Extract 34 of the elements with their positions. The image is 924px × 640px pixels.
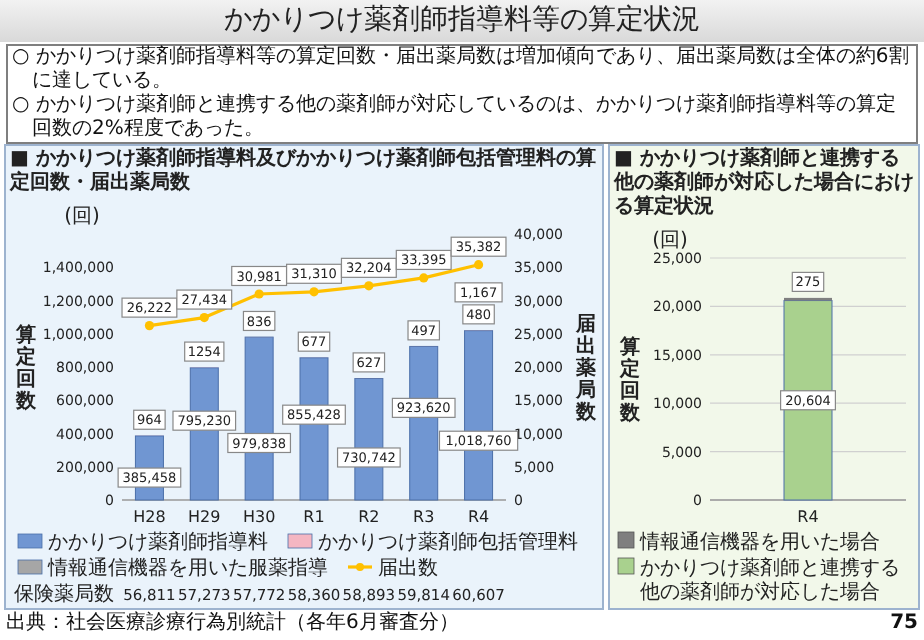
text: (回) — [64, 206, 100, 228]
x-tick-label: H29 — [188, 508, 221, 526]
text: ○ かかりつけ薬剤師と連携する他の薬剤師が対応しているのは、かかりつけ薬剤師指導料等の算定回数の2%程度であった。 — [12, 94, 898, 142]
legend-label: 情報通信機器を用いた服薬指導 — [46, 556, 328, 580]
point — [199, 312, 209, 323]
x-tick-label: H28 — [133, 508, 166, 526]
x-tick-label: R4 — [797, 508, 819, 526]
x-tick-label: R2 — [358, 508, 380, 526]
chart-title: ■ かかりつけ薬剤師と連携する他の薬剤師が対応した場合における算定状況 — [614, 148, 914, 220]
text: 保険薬局数 — [14, 582, 114, 606]
legend-label: 届出数 — [378, 556, 438, 580]
x-tick-label: R1 — [303, 508, 325, 526]
legend-label: かかりつけ薬剤師包括管理料 — [318, 530, 578, 554]
x-tick-label: R3 — [413, 508, 435, 526]
y2-axis-title: 届出薬局数 — [574, 312, 598, 424]
text: かかりつけ薬剤師指導料等の算定状況 — [0, 0, 924, 42]
legend-label: かかりつけ薬剤師と連携する他の薬剤師が対応した場合 — [640, 556, 900, 604]
source-note: 出典：社会医療診療行為別統計（各年6月審査分） — [6, 610, 459, 636]
chart-title: ■ かかりつけ薬剤師指導料及びかかりつけ薬剤師包括管理料の算定回数・届出薬局数 — [10, 148, 598, 196]
point — [419, 273, 429, 283]
point — [364, 281, 374, 291]
x-tick-label: R4 — [467, 508, 490, 526]
text: 75 — [890, 610, 918, 636]
point — [309, 287, 319, 297]
point — [254, 289, 264, 299]
text: ○ かかりつけ薬剤師指導料等の算定回数・届出薬局数は増加傾向であり、届出薬局数は全体の約6割に達している。 — [12, 46, 911, 93]
point — [473, 260, 484, 270]
y-axis-title: 算定回数 — [618, 335, 642, 425]
x-tick-label: H30 — [242, 508, 276, 526]
point — [144, 321, 155, 331]
legend-label: かかりつけ薬剤師指導料 — [48, 530, 268, 554]
text: (回) — [652, 230, 688, 252]
y-axis-title: 算定回数 — [14, 323, 38, 413]
legend-label: 情報通信機器を用いた場合 — [638, 530, 880, 554]
